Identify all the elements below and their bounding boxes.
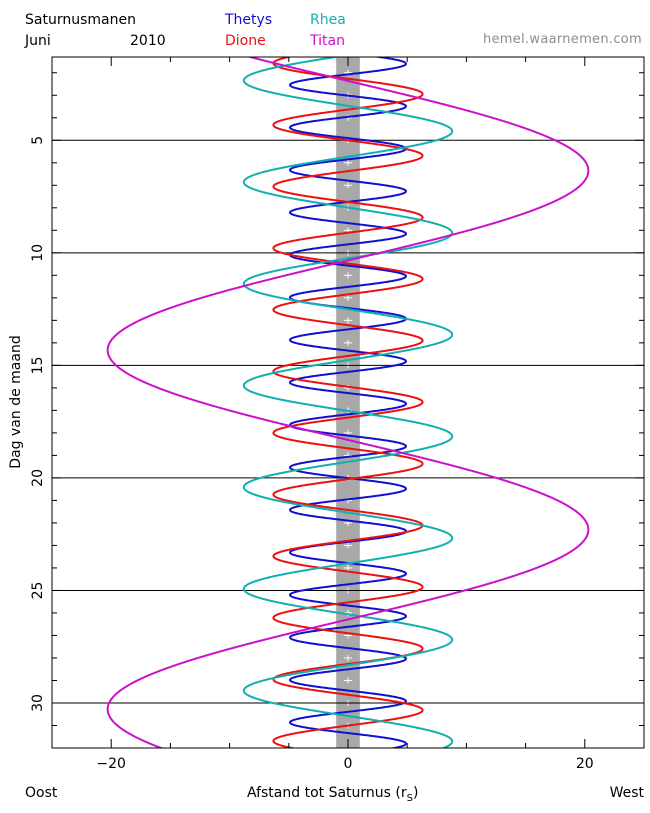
- y-tick-label: 30: [30, 694, 46, 712]
- chart-month: Juni: [24, 33, 51, 49]
- series-layer: [106, 57, 590, 748]
- y-tick-label: 20: [30, 469, 46, 487]
- chart-title: Saturnusmanen: [25, 12, 136, 28]
- series-line-dione: [272, 57, 424, 748]
- series-line-titan: [106, 57, 590, 748]
- website-label: hemel.waarnemen.com: [483, 32, 642, 47]
- x-tick-label: −20: [96, 756, 126, 772]
- chart-year: 2010: [130, 33, 166, 49]
- legend-titan: Titan: [309, 33, 345, 49]
- west-label: West: [610, 785, 645, 801]
- grid-layer: [52, 139, 644, 704]
- series-line-thetys: [288, 57, 408, 748]
- tick-layer: −20 0 20 5 10 15 20 25 30: [30, 57, 645, 772]
- x-tick-label: 0: [344, 756, 353, 772]
- x-tick-label: 20: [576, 756, 594, 772]
- east-label: Oost: [25, 785, 58, 801]
- y-axis-label: Dag van de maand: [8, 335, 24, 468]
- series-line-rhea: [242, 57, 454, 748]
- y-tick-label: 25: [30, 582, 46, 600]
- legend-thetys: Thetys: [224, 12, 272, 28]
- saturn-band: [336, 57, 360, 748]
- legend-rhea: Rhea: [310, 12, 346, 28]
- y-tick-label: 15: [30, 356, 46, 374]
- y-tick-label: 5: [30, 136, 46, 145]
- legend-dione: Dione: [225, 33, 266, 49]
- y-tick-label: 10: [30, 244, 46, 262]
- x-axis-label: Afstand tot Saturnus (rS): [247, 785, 418, 804]
